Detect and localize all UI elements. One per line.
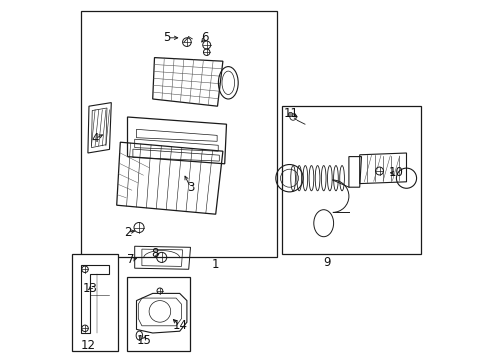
Text: 14: 14: [172, 319, 187, 332]
Text: 13: 13: [83, 282, 98, 294]
Text: 12: 12: [80, 339, 95, 352]
Bar: [81, 11, 276, 257]
Text: 4: 4: [91, 132, 99, 145]
Bar: [282, 106, 420, 254]
Text: 1: 1: [211, 258, 219, 271]
Text: 6: 6: [201, 31, 208, 44]
Bar: [127, 277, 190, 351]
Bar: [72, 254, 118, 351]
Circle shape: [288, 112, 292, 117]
Text: 2: 2: [123, 226, 131, 239]
Text: 9: 9: [323, 256, 330, 269]
Text: 8: 8: [150, 247, 158, 260]
Text: 10: 10: [387, 166, 402, 179]
Text: 5: 5: [163, 31, 170, 44]
Text: 11: 11: [283, 107, 298, 120]
Text: 3: 3: [186, 181, 194, 194]
Text: 15: 15: [136, 334, 151, 347]
Text: 7: 7: [127, 253, 135, 266]
